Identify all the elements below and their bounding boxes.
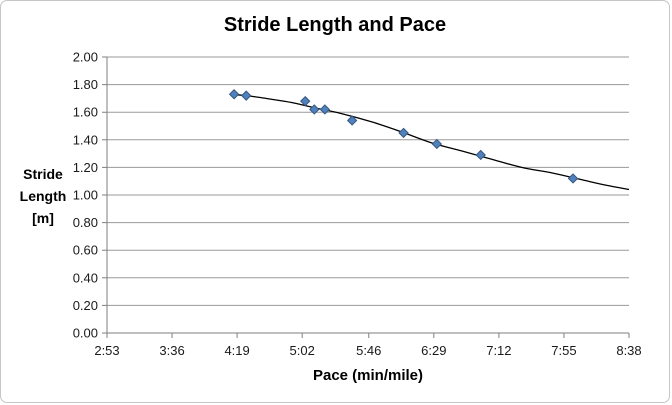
x-tick-label: 7:55: [551, 343, 576, 358]
data-point-marker: [309, 104, 320, 115]
x-tick-label: 2:53: [94, 343, 119, 358]
x-tick-label: 5:02: [290, 343, 315, 358]
y-tick-label: 1.80: [73, 77, 98, 92]
y-tick-label: 1.00: [73, 188, 98, 203]
y-tick-label: 1.20: [73, 160, 98, 175]
x-tick-label: 4:19: [224, 343, 249, 358]
y-axis-title-line-2: Length: [19, 188, 67, 204]
data-point-marker: [567, 173, 579, 184]
chart-title: Stride Length and Pace: [223, 14, 447, 36]
x-axis-title: Pace (min/mile): [312, 367, 424, 384]
x-tick-label: 3:36: [159, 343, 184, 358]
y-tick-label: 0.80: [73, 215, 98, 230]
y-tick-label: 0.00: [73, 326, 98, 341]
x-tick-label: 5:46: [356, 343, 381, 358]
y-axis-title: Stride Length [m]: [1, 163, 85, 229]
y-tick-label: 1.40: [73, 132, 98, 147]
y-axis-title-line-3: [m]: [32, 210, 54, 226]
y-tick-label: 0.20: [73, 298, 98, 313]
data-point-marker: [228, 89, 240, 100]
y-tick-label: 2.00: [73, 50, 98, 65]
y-tick-label: 0.40: [73, 270, 98, 285]
data-point-marker: [346, 115, 358, 126]
y-axis-title-line-1: Stride: [23, 166, 63, 182]
x-tick-label: 6:29: [421, 343, 446, 358]
trendline: [229, 93, 630, 191]
x-tick-label: 7:12: [486, 343, 511, 358]
data-point-marker: [431, 138, 443, 150]
data-point-marker: [475, 149, 486, 161]
data-point-marker: [240, 90, 252, 101]
data-point-marker: [300, 95, 311, 107]
y-tick-label: 1.60: [73, 105, 98, 120]
x-tick-label: 8:38: [616, 343, 641, 358]
data-point-marker: [398, 127, 409, 139]
y-tick-label: 0.60: [73, 243, 98, 258]
data-point-marker: [319, 104, 331, 115]
